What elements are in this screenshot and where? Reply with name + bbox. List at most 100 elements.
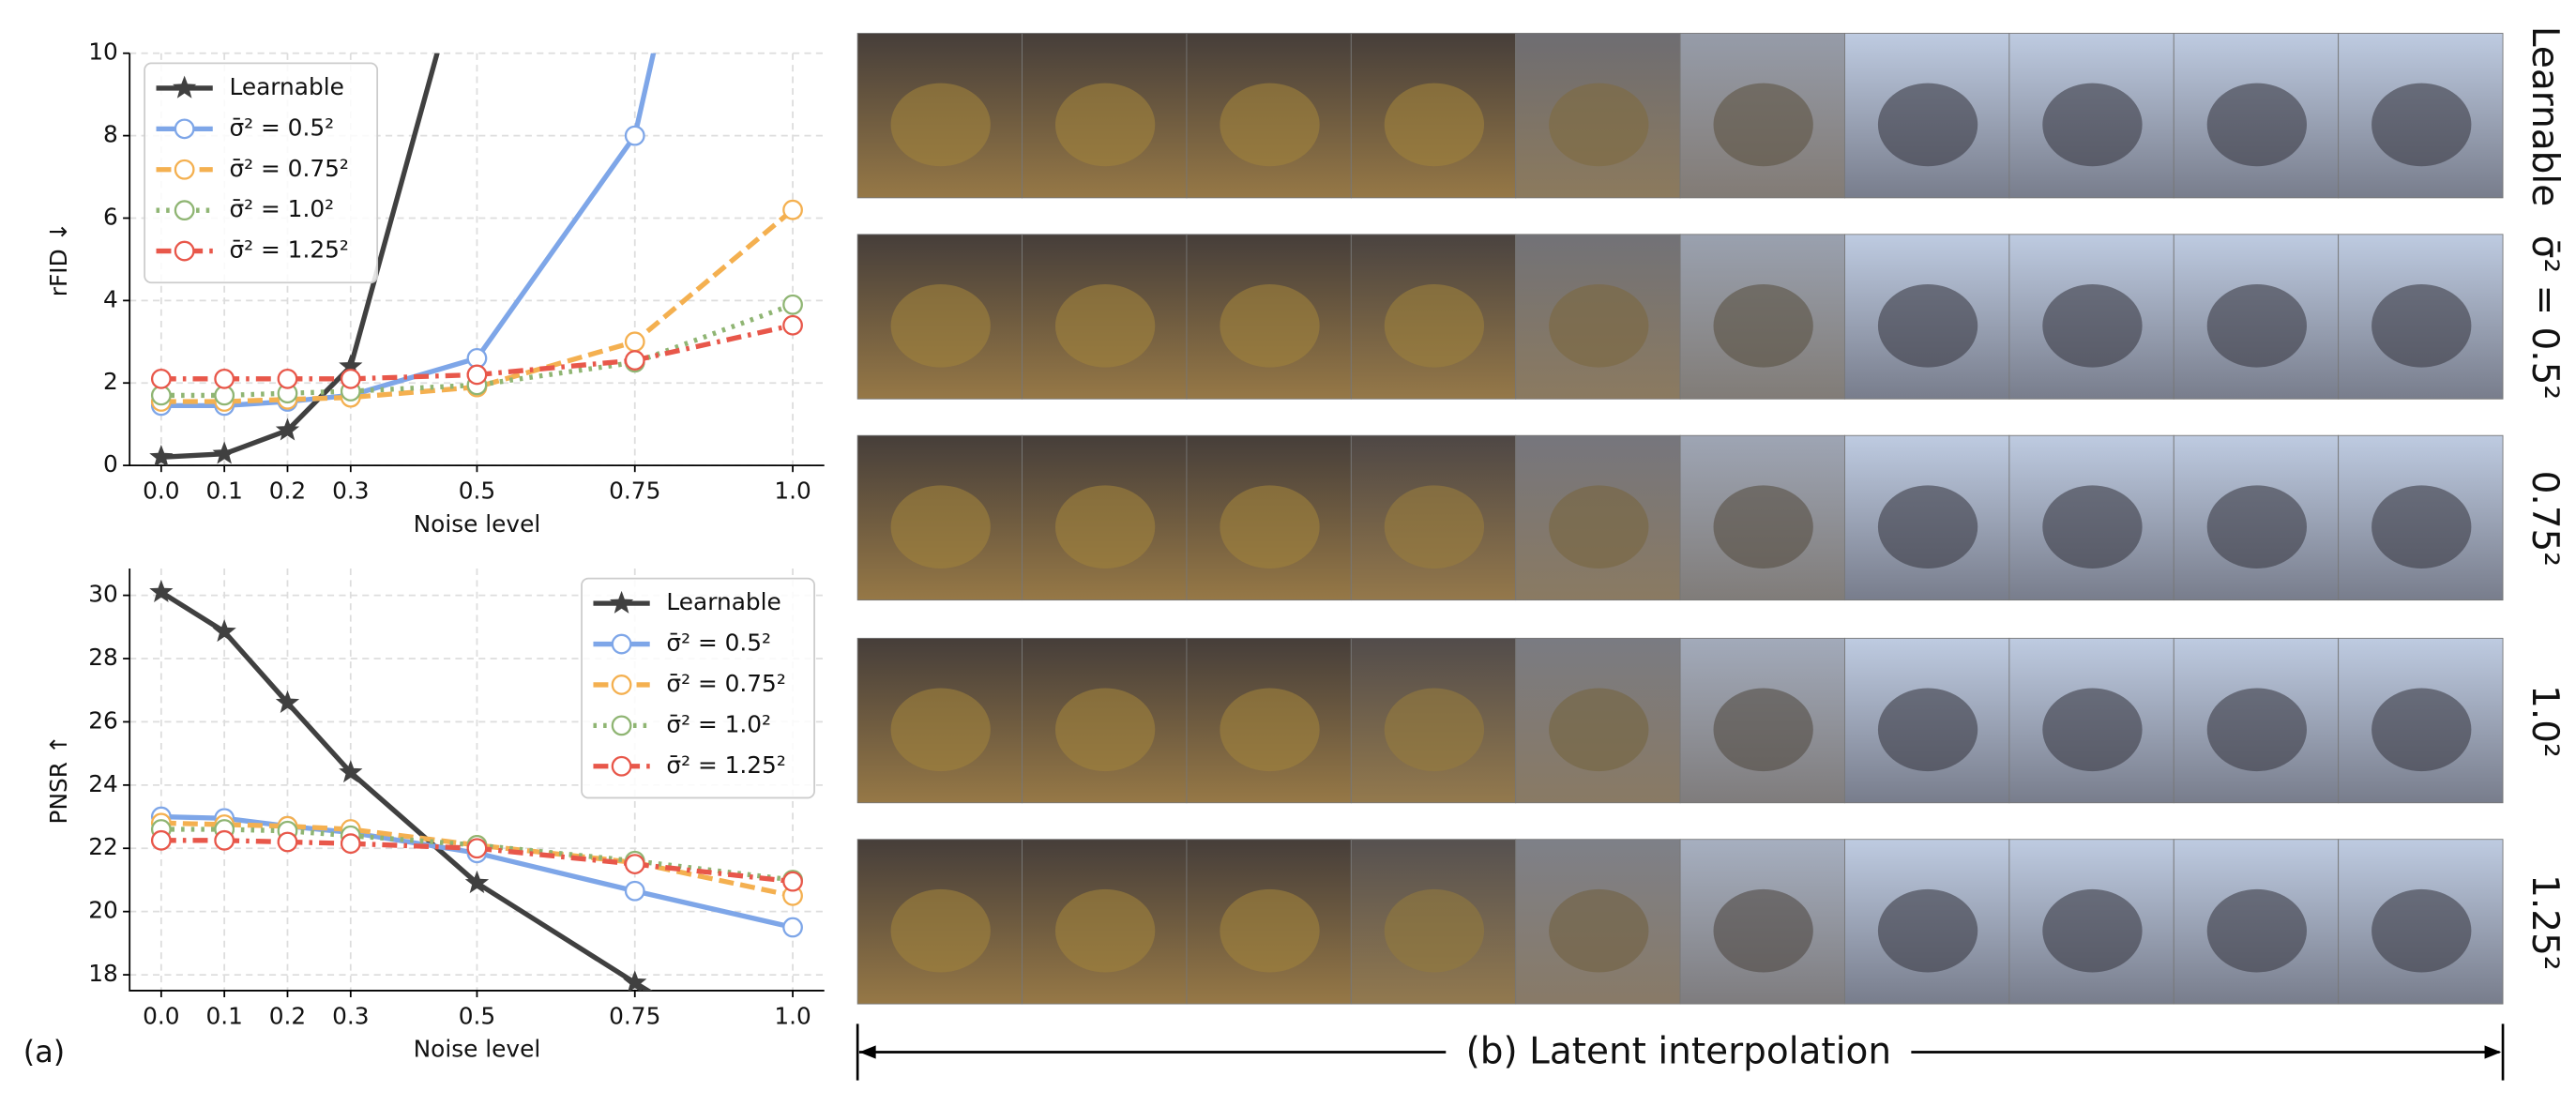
y-tick-label: 30 <box>88 581 118 608</box>
image-subject <box>1220 485 1320 569</box>
axis <box>129 53 825 466</box>
y-tick-label: 22 <box>88 833 118 860</box>
marker <box>277 368 298 389</box>
image-subject <box>1384 283 1485 368</box>
row-label: Learnable <box>2523 26 2566 206</box>
x-tick-label: 0.1 <box>205 477 242 504</box>
marker <box>212 619 236 643</box>
marker <box>624 350 645 371</box>
image-subject <box>1054 83 1156 167</box>
axis <box>129 568 825 992</box>
marker <box>339 354 363 377</box>
x-tick-label: 0.2 <box>269 1002 306 1029</box>
marker <box>624 331 645 353</box>
marker <box>782 314 803 336</box>
image-subject <box>1384 83 1485 167</box>
y-tick-label: 6 <box>103 203 118 230</box>
x-tick-label: 1.0 <box>774 1002 811 1029</box>
image-subject <box>2206 283 2307 368</box>
image-subject <box>1549 283 1649 368</box>
image-subject <box>2206 485 2307 569</box>
x-tick-label: 0.3 <box>332 1002 369 1029</box>
marker <box>340 833 361 855</box>
image-grid <box>856 33 2504 1005</box>
image-subject <box>2042 688 2143 772</box>
marker <box>214 368 235 389</box>
marker <box>150 368 172 389</box>
image-subject <box>1549 688 1649 772</box>
image-subject <box>1713 283 1813 368</box>
image-subject <box>1877 283 1978 368</box>
legend-label: σ̄² = 1.0² <box>666 710 771 737</box>
image-subject <box>1877 688 1978 772</box>
image-subject <box>2371 688 2472 772</box>
x-axis-label: Noise level <box>414 1036 541 1063</box>
marker <box>174 159 195 180</box>
marker <box>623 970 647 991</box>
x-tick-label: 0.5 <box>459 477 495 504</box>
legend-label: Learnable <box>229 73 343 100</box>
image-subject <box>890 888 991 973</box>
image-tile <box>1022 434 1188 601</box>
marker <box>624 880 645 902</box>
marker <box>611 633 632 655</box>
image-subject <box>2206 83 2307 167</box>
row-label: 1.25² <box>2523 874 2566 970</box>
row-label: 1.0² <box>2523 685 2566 758</box>
legend-label: σ̄² = 0.75² <box>229 155 348 182</box>
image-subject <box>890 485 991 569</box>
image-subject <box>890 688 991 772</box>
x-tick-label: 0.1 <box>205 1002 242 1029</box>
marker <box>782 917 803 938</box>
x-tick-label: 0.2 <box>269 477 306 504</box>
marker <box>464 871 490 894</box>
x-axis-label: Noise level <box>414 510 541 538</box>
image-subject <box>1384 485 1485 569</box>
marker <box>466 838 488 859</box>
legend-label: σ̄² = 1.25² <box>666 751 785 779</box>
marker <box>624 854 645 875</box>
y-tick-label: 2 <box>103 368 118 395</box>
legend-box <box>144 62 379 284</box>
image-subject <box>1220 888 1320 973</box>
y-tick-label: 10 <box>88 38 118 66</box>
marker <box>174 200 195 221</box>
marker <box>174 118 195 140</box>
image-subject <box>1877 888 1978 973</box>
marker <box>624 125 645 146</box>
marker <box>275 690 300 713</box>
marker <box>780 1067 804 1089</box>
image-subject <box>1384 888 1485 973</box>
row-label: 0.75² <box>2523 471 2566 567</box>
y-tick-label: 26 <box>88 706 118 734</box>
legend-label: σ̄² = 1.0² <box>229 195 334 222</box>
marker <box>214 829 235 851</box>
legend-label: Learnable <box>666 588 780 615</box>
image-subject <box>2042 83 2143 167</box>
y-tick-label: 20 <box>88 897 118 924</box>
marker <box>150 829 172 851</box>
x-tick-label: 0.0 <box>143 1002 179 1029</box>
y-axis-label: rFID ↓ <box>45 222 72 297</box>
marker <box>782 199 803 220</box>
marker <box>611 715 632 736</box>
image-subject <box>2371 283 2472 368</box>
image-subject <box>1220 283 1320 368</box>
marker <box>611 755 632 777</box>
legend-box <box>581 577 815 799</box>
legend-label: σ̄² = 0.5² <box>229 114 334 141</box>
x-tick-label: 0.3 <box>332 477 369 504</box>
image-subject <box>1549 485 1649 569</box>
x-tick-label: 0.75 <box>609 477 660 504</box>
x-tick-label: 0.0 <box>143 477 179 504</box>
plot-area <box>149 53 803 466</box>
image-subject <box>2371 485 2472 569</box>
panel-label: (b) Latent interpolation <box>1466 1031 1891 1073</box>
image-subject <box>2042 485 2143 569</box>
image-subject <box>1877 485 1978 569</box>
marker <box>609 590 634 614</box>
x-tick-label: 0.5 <box>459 1002 495 1029</box>
image-subject <box>1713 688 1813 772</box>
